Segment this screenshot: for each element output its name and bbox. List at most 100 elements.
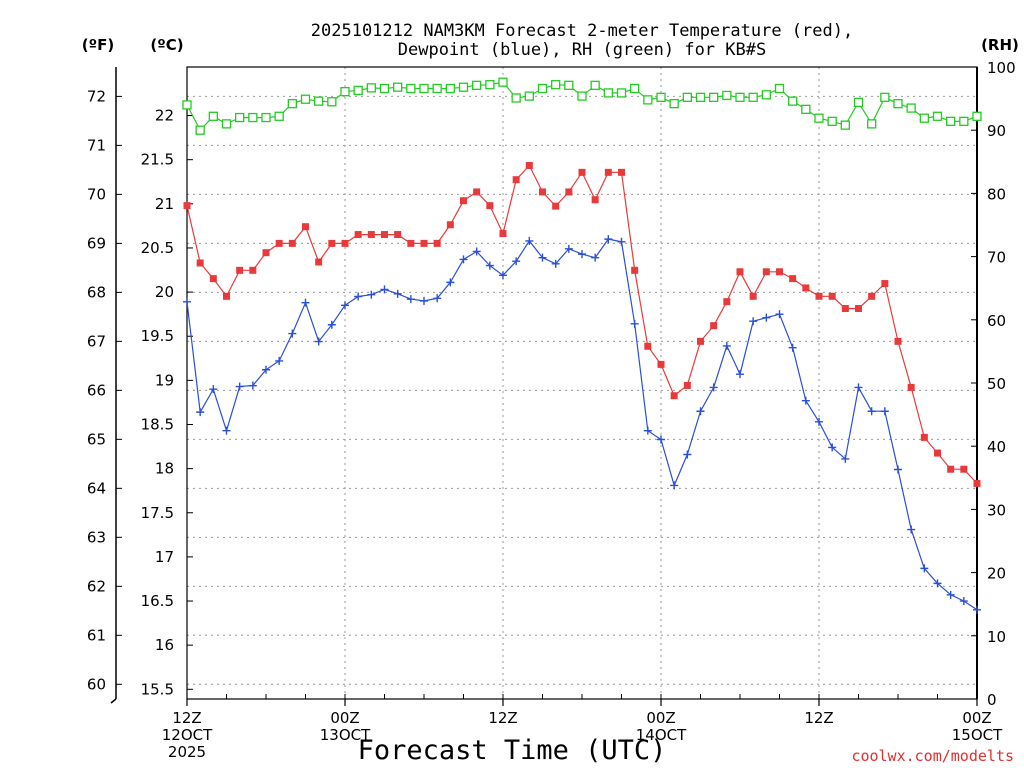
rh-point xyxy=(853,97,864,108)
dewpoint-point xyxy=(209,385,218,394)
dewpoint-point xyxy=(801,396,810,405)
dewpoint-point xyxy=(709,383,718,392)
temperature-point xyxy=(367,231,375,239)
rh-point xyxy=(379,83,390,94)
dewpoint-point xyxy=(828,443,837,452)
temperature-point xyxy=(420,239,428,247)
rh-tick-label: 70 xyxy=(987,249,1006,267)
series xyxy=(182,77,982,614)
temperature-point xyxy=(328,239,336,247)
rh-point xyxy=(867,119,877,129)
dewpoint-point xyxy=(630,319,639,328)
chart-title-line1: 2025101212 NAM3KM Forecast 2-meter Tempe… xyxy=(311,21,853,41)
rh-point xyxy=(893,99,903,109)
dewpoint-point xyxy=(196,408,205,417)
rh-point xyxy=(643,95,653,105)
rh-tick-label: 30 xyxy=(987,501,1006,519)
rh-point xyxy=(840,120,850,130)
rh-tick-label: 60 xyxy=(987,312,1006,330)
temperature-point xyxy=(539,188,546,196)
temperature-point xyxy=(697,337,704,345)
rh-point xyxy=(748,92,758,102)
rh-point xyxy=(564,80,574,90)
temperature-point xyxy=(552,202,560,210)
temperature-point xyxy=(354,231,362,239)
rh-point xyxy=(669,99,679,109)
temperature-point xyxy=(512,176,520,184)
celsius-tick-label: 22 xyxy=(155,107,174,125)
dewpoint-point xyxy=(564,244,573,253)
dewpoint-point xyxy=(933,579,942,588)
dewpoint-point xyxy=(722,341,731,350)
rh-point xyxy=(300,94,311,104)
x-tick-label: 14OCT xyxy=(636,726,687,744)
dewpoint-point xyxy=(367,290,376,299)
rh-point xyxy=(656,92,666,102)
celsius-tick-label: 15.5 xyxy=(141,680,174,698)
celsius-tick-label: 16 xyxy=(155,636,174,654)
temperature-point xyxy=(841,305,849,313)
temperature-point xyxy=(894,337,902,345)
rh-point xyxy=(445,83,455,94)
rh-point xyxy=(472,80,482,90)
temperature-point xyxy=(525,161,533,169)
celsius-tick-label: 21.5 xyxy=(141,151,174,169)
rh-point xyxy=(287,99,297,109)
dewpoint-point xyxy=(393,289,402,298)
rh-point xyxy=(774,83,785,94)
dewpoint-point xyxy=(946,590,955,599)
temperature-point xyxy=(749,292,757,300)
x-tick-label: 13OCT xyxy=(320,726,371,744)
rh-point xyxy=(458,82,469,92)
temperature-point xyxy=(473,188,481,196)
dewpoint-point xyxy=(643,426,652,435)
celsius-tick-label: 17.5 xyxy=(141,504,174,522)
chart-title-line2: Dewpoint (blue), RH (green) for KB#S xyxy=(398,40,766,60)
dewpoint-point xyxy=(538,253,547,262)
temperature-point xyxy=(947,465,955,473)
dewpoint-point xyxy=(499,271,507,280)
fahrenheit-tick-label: 60 xyxy=(87,675,106,693)
temperature-point xyxy=(578,168,586,176)
rh-tick-label: 80 xyxy=(987,185,1006,203)
dewpoint-point xyxy=(512,257,521,266)
rh-point xyxy=(577,91,587,101)
rh-point xyxy=(327,97,337,107)
x-tick-label: 12Z xyxy=(172,709,201,727)
rh-point xyxy=(946,116,956,127)
rh-point xyxy=(551,80,561,90)
rh-point xyxy=(406,83,416,94)
celsius-tick-label: 19.5 xyxy=(141,327,174,345)
rh-tick-label: 50 xyxy=(987,375,1006,393)
rh-point xyxy=(261,112,271,123)
dewpoint-point xyxy=(696,407,705,416)
dewpoint-point xyxy=(327,320,336,329)
celsius-tick-label: 21 xyxy=(155,195,174,213)
rh-point xyxy=(195,125,205,135)
rh-point xyxy=(932,111,943,121)
x-tick-label: 12Z xyxy=(804,709,833,727)
rh-point xyxy=(208,111,218,121)
fahrenheit-tick-label: 70 xyxy=(87,185,106,203)
plot-frame xyxy=(186,66,978,700)
temperature-point xyxy=(249,266,257,274)
rh-point xyxy=(827,116,837,127)
x-axis-title: Forecast Time (UTC) xyxy=(358,735,667,766)
temperature-point xyxy=(604,168,612,176)
temperature-point xyxy=(644,342,652,350)
temperature-point xyxy=(776,268,783,276)
rh-point xyxy=(235,112,245,123)
dewpoint-point xyxy=(907,525,916,534)
temperature-point xyxy=(762,268,770,276)
temperature-point xyxy=(973,479,981,487)
rh-point xyxy=(274,111,284,121)
dewpoint-point xyxy=(775,310,784,319)
fahrenheit-tick-label: 71 xyxy=(87,136,106,154)
dewpoint-point xyxy=(288,329,297,338)
fahrenheit-tick-label: 66 xyxy=(87,381,106,399)
celsius-unit-label: (ºC) xyxy=(150,36,183,54)
fahrenheit-unit-label: (ºF) xyxy=(82,36,114,54)
temperature-point xyxy=(815,292,823,300)
rh-tick-label: 10 xyxy=(987,628,1006,646)
